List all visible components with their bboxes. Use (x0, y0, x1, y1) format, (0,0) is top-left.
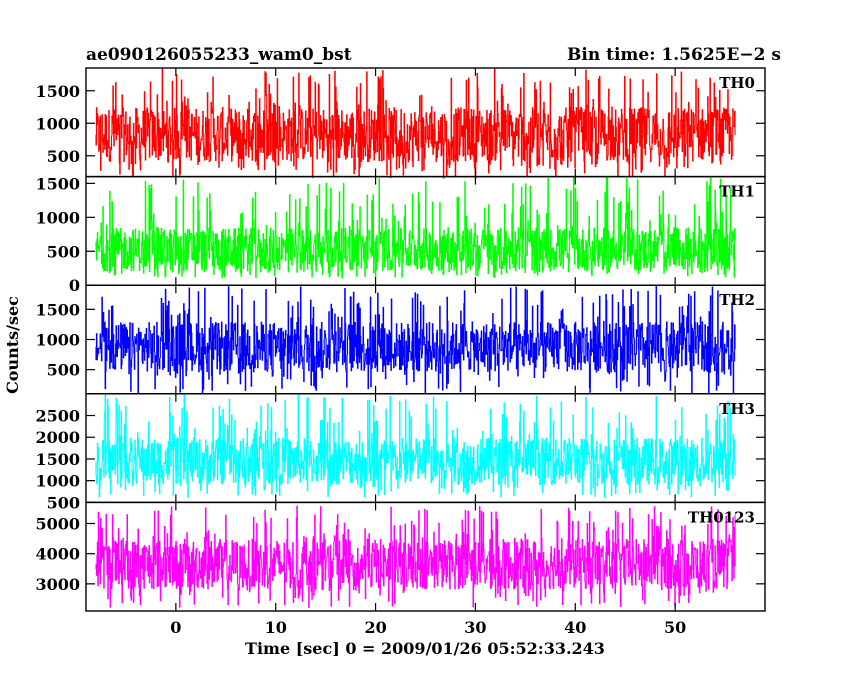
y-tick-label: 1500 (35, 300, 80, 319)
figure-title: ae090126055233_wam0_bst (86, 45, 352, 65)
y-tick-label: 0 (69, 276, 80, 295)
panel-th1: 0 500 1000 1500 TH1 (35, 174, 766, 295)
x-axis-title: Time [sec] 0 = 2009/01/26 05:52:33.243 (245, 639, 605, 658)
series-line-th2 (95, 285, 736, 394)
panel-th0123: 3000 4000 5000 TH0123 (35, 501, 766, 612)
x-tick-label: 0 (170, 618, 181, 637)
series-line-th3 (95, 394, 736, 498)
y-tick-label: 500 (47, 361, 80, 380)
y-tick-label: 1500 (35, 174, 80, 193)
bin-time-label: Bin time: 1.5625E−2 s (567, 45, 781, 65)
y-tick-label: 1000 (35, 331, 80, 350)
x-tick-label: 40 (564, 618, 586, 637)
y-tick-label: 1000 (35, 208, 80, 227)
y-tick-label: 1000 (35, 472, 80, 491)
y-tick-label: 2500 (35, 407, 80, 426)
series-label-th1: TH1 (719, 183, 755, 201)
x-tick-label: 20 (364, 618, 386, 637)
panel-frame (85, 501, 766, 612)
series-line-th0 (95, 68, 736, 179)
series-label-th0123: TH0123 (688, 508, 755, 526)
panel-th2: 500 1000 1500 TH2 (35, 284, 766, 395)
y-tick-label: 1500 (35, 82, 80, 101)
x-tick-label: 10 (265, 618, 287, 637)
y-tick-label: 500 (47, 147, 80, 166)
series-label-th0: TH0 (719, 74, 755, 92)
y-tick-label: 4000 (35, 545, 80, 564)
y-tick-label: 500 (47, 493, 80, 512)
x-tick-label: 50 (664, 618, 686, 637)
y-tick-label: 500 (47, 242, 80, 261)
y-tick-label: 2000 (35, 428, 80, 447)
y-tick-label: 5000 (35, 515, 80, 534)
panel-th3: 500 1000 1500 2000 2500 TH3 (35, 393, 766, 512)
series-label-th2: TH2 (719, 291, 755, 309)
y-tick-label: 1500 (35, 450, 80, 469)
x-tick-label: 30 (464, 618, 486, 637)
panel-th0: 500 1000 1500 TH0 (35, 67, 766, 179)
y-tick-label: 1000 (35, 114, 80, 133)
series-line-th0123 (95, 505, 736, 608)
y-tick-label: 3000 (35, 575, 80, 594)
series-line-th1 (95, 176, 736, 279)
series-label-th3: TH3 (719, 400, 755, 418)
y-axis-title: Counts/sec (3, 296, 22, 394)
